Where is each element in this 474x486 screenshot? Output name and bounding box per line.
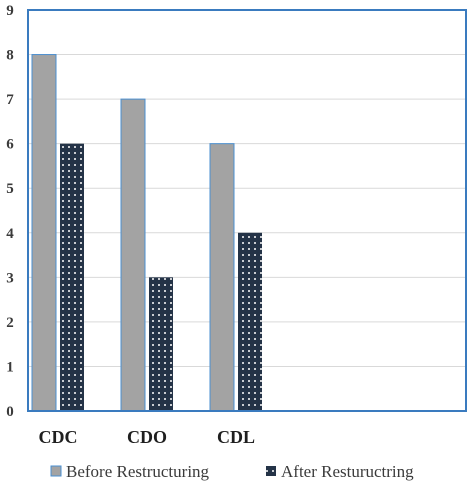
bar-cdl-series-2 [238,232,262,411]
legend-swatch [50,465,62,477]
x-category-label: CDO [127,427,167,447]
y-tick-label: 7 [6,92,14,108]
x-category-label: CDL [217,427,255,447]
legend: Before Restructuring After Restuructring [50,462,414,481]
legend-label: Before Restructuring [66,462,210,481]
bars [31,54,262,412]
y-tick-label: 2 [6,315,14,331]
y-tick-label: 3 [6,270,14,286]
y-tick-label: 6 [6,137,14,153]
y-tick-label: 1 [6,359,14,375]
bar-cdc-series-2 [60,143,84,411]
y-tick-label: 4 [6,226,14,242]
y-tick-label: 0 [6,404,14,420]
x-category-label: CDC [39,427,78,447]
bar-cdo-series-2 [149,277,173,411]
y-tick-label: 8 [6,48,14,64]
legend-label: After Restuructring [281,462,414,481]
bar-cdl-series-1 [209,143,235,412]
y-tick-label: 9 [6,3,14,19]
plot-area-border [27,9,467,412]
y-tick-label: 5 [6,181,14,197]
legend-swatch [266,466,276,476]
bar-cdc-series-1 [31,54,57,412]
x-axis-category-labels: CDC CDO CDL [39,427,256,447]
bar-cdo-series-1 [120,98,146,412]
y-axis-tick-labels: 0 1 2 3 4 5 6 7 8 9 [6,3,14,420]
